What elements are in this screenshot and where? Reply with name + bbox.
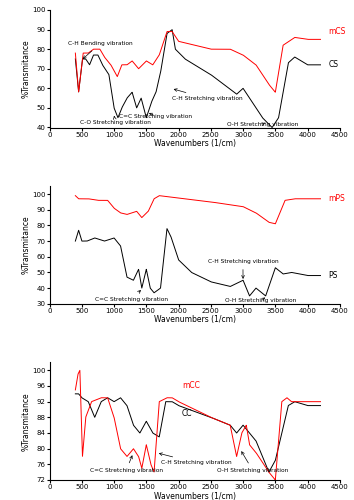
X-axis label: Wavenumbers (1/cm): Wavenumbers (1/cm) — [154, 139, 236, 148]
Text: mCS: mCS — [328, 27, 346, 36]
Text: PS: PS — [328, 271, 338, 280]
Text: O-H Stretching vibration: O-H Stretching vibration — [225, 298, 296, 303]
Text: O-H Stretching vibration: O-H Stretching vibration — [217, 452, 289, 473]
X-axis label: Wavenumbers (1/cm): Wavenumbers (1/cm) — [154, 316, 236, 324]
Text: C-O Stretching vibration: C-O Stretching vibration — [80, 116, 151, 124]
Y-axis label: %Transmitance: %Transmitance — [22, 40, 30, 98]
Text: CS: CS — [328, 60, 338, 70]
Y-axis label: %Transmitance: %Transmitance — [22, 392, 30, 450]
Y-axis label: %Transmitance: %Transmitance — [22, 216, 30, 274]
Text: O-H Stretching vibration: O-H Stretching vibration — [227, 122, 298, 126]
Text: C=C Stretching vibration: C=C Stretching vibration — [95, 290, 168, 302]
Text: CC: CC — [182, 409, 192, 418]
Text: mPS: mPS — [328, 194, 345, 203]
Text: C-H Stretching vibration: C-H Stretching vibration — [159, 453, 231, 466]
Text: C-H Stretching vibration: C-H Stretching vibration — [172, 88, 243, 101]
Text: C-H Stretching vibration: C-H Stretching vibration — [207, 259, 278, 278]
Text: C=C Stretching vibration: C=C Stretching vibration — [90, 456, 162, 473]
Text: C=C Stretching vibration: C=C Stretching vibration — [119, 113, 192, 118]
Text: mCC: mCC — [182, 382, 200, 390]
Text: C-H Bending vibration: C-H Bending vibration — [68, 42, 132, 58]
X-axis label: Wavenumbers (1/cm): Wavenumbers (1/cm) — [154, 492, 236, 500]
